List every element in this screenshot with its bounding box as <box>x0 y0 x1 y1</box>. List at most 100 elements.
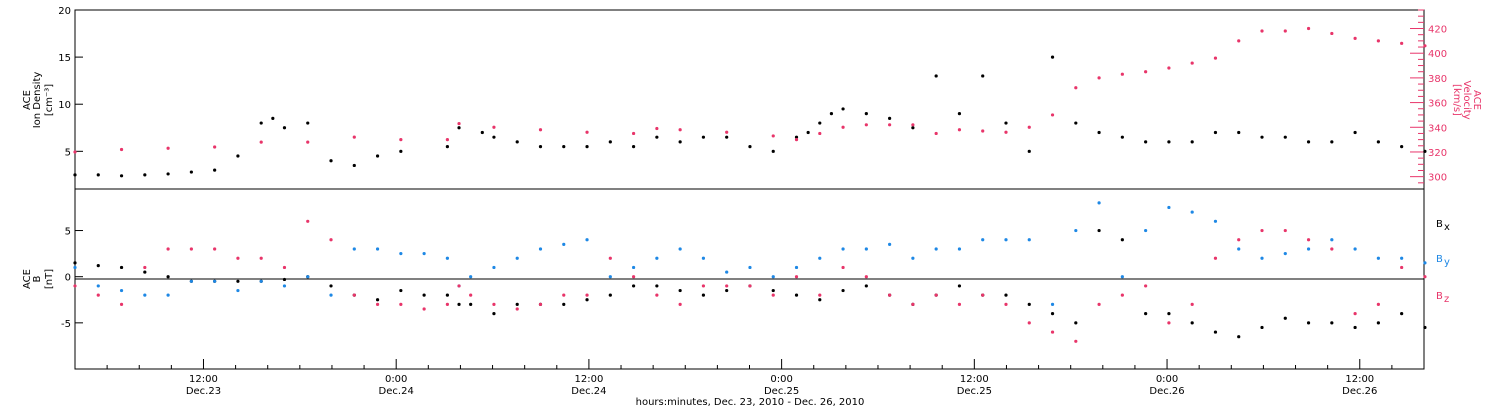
data-point <box>771 293 775 297</box>
data-point <box>1283 316 1287 320</box>
data-point <box>492 312 496 316</box>
data-point <box>1306 321 1311 325</box>
data-point <box>585 298 589 302</box>
data-point <box>934 247 938 251</box>
x-tick-date: Dec.26 <box>1342 386 1377 397</box>
top-right-tick-label: 420 <box>1428 25 1447 36</box>
x-tick-date: Dec.25 <box>764 386 799 397</box>
data-point <box>1097 130 1101 135</box>
data-point <box>585 293 589 297</box>
data-point <box>119 265 124 270</box>
data-point <box>119 288 124 293</box>
data-point <box>457 284 461 288</box>
data-point <box>1190 321 1194 325</box>
data-point <box>701 284 706 288</box>
data-point <box>1004 130 1008 134</box>
data-point <box>1097 201 1101 205</box>
data-point <box>585 238 589 242</box>
x-tick-time: 12:00 <box>189 374 218 385</box>
data-point <box>829 112 834 116</box>
data-point <box>119 147 124 152</box>
data-point <box>1144 228 1148 233</box>
data-point <box>806 130 810 135</box>
data-point <box>1097 228 1101 233</box>
data-point <box>213 279 217 283</box>
data-point <box>1004 293 1008 297</box>
data-point <box>818 256 822 260</box>
data-point <box>888 123 892 127</box>
data-point <box>189 279 193 283</box>
data-point <box>236 154 240 158</box>
data-point <box>1376 302 1380 306</box>
data-point <box>1190 61 1194 65</box>
data-point <box>399 138 403 142</box>
top-left-title-line3: [cm⁻³] <box>44 84 55 116</box>
data-point <box>678 247 682 251</box>
x-tick-time: 12:00 <box>1345 374 1374 385</box>
top-right-axis-ticks: 420 400 380 360 340 320 300 <box>1410 9 1447 184</box>
bottom-tick-label: 5 <box>65 227 71 238</box>
data-point <box>457 302 461 306</box>
data-point <box>329 238 333 242</box>
x-axis-title: hours:minutes, Dec. 23, 2010 - Dec. 26, … <box>636 397 865 408</box>
data-point <box>306 219 310 223</box>
data-point <box>492 265 496 270</box>
legend-bz-label: B <box>1436 291 1443 302</box>
data-point <box>631 265 636 270</box>
data-point <box>725 284 729 288</box>
data-point <box>352 135 356 139</box>
data-point <box>515 140 519 144</box>
data-point <box>631 145 636 149</box>
data-point <box>1050 330 1055 334</box>
data-point <box>678 288 682 293</box>
data-point <box>399 252 403 256</box>
data-point <box>1306 238 1311 242</box>
data-point <box>655 284 659 288</box>
data-point <box>841 265 845 270</box>
x-tick-time: 0:00 <box>385 374 407 385</box>
data-point <box>96 264 100 268</box>
data-point <box>306 140 310 144</box>
data-point <box>538 302 543 306</box>
data-point <box>1144 70 1148 74</box>
top-left-axis-ticks: 20 15 10 5 <box>58 6 83 158</box>
data-point <box>73 261 77 265</box>
data-point <box>1190 302 1194 306</box>
data-point <box>1190 140 1194 144</box>
top-right-title-line1: ACE <box>1471 90 1482 110</box>
data-point <box>480 130 484 135</box>
data-point <box>1283 252 1287 256</box>
data-point <box>818 293 822 297</box>
x-tick-date: Dec.25 <box>957 386 992 397</box>
data-point <box>352 247 356 251</box>
bottom-panel-series <box>73 201 1427 343</box>
data-point <box>1213 56 1218 60</box>
data-point <box>492 302 496 306</box>
data-point <box>1074 86 1078 90</box>
data-point <box>934 131 938 136</box>
data-point <box>655 256 659 260</box>
data-point <box>957 247 962 251</box>
data-point <box>1400 265 1404 270</box>
data-point <box>888 293 892 297</box>
data-point <box>864 275 868 279</box>
x-tick-time: 0:00 <box>1156 374 1178 385</box>
data-point <box>1027 302 1031 306</box>
data-point <box>1167 205 1171 210</box>
data-point <box>701 256 706 260</box>
data-point <box>143 293 147 297</box>
data-point <box>725 288 729 293</box>
data-point <box>306 121 310 125</box>
data-point <box>259 279 263 283</box>
data-point <box>375 247 380 251</box>
data-point <box>841 288 845 293</box>
data-point <box>771 149 775 153</box>
data-point <box>457 121 461 126</box>
data-point <box>841 247 845 251</box>
series-black <box>73 55 1427 178</box>
x-tick-date: Dec.24 <box>571 386 606 397</box>
top-right-tick-label: 320 <box>1428 148 1447 159</box>
data-point <box>771 134 775 138</box>
data-point <box>445 138 449 142</box>
data-point <box>562 293 566 297</box>
